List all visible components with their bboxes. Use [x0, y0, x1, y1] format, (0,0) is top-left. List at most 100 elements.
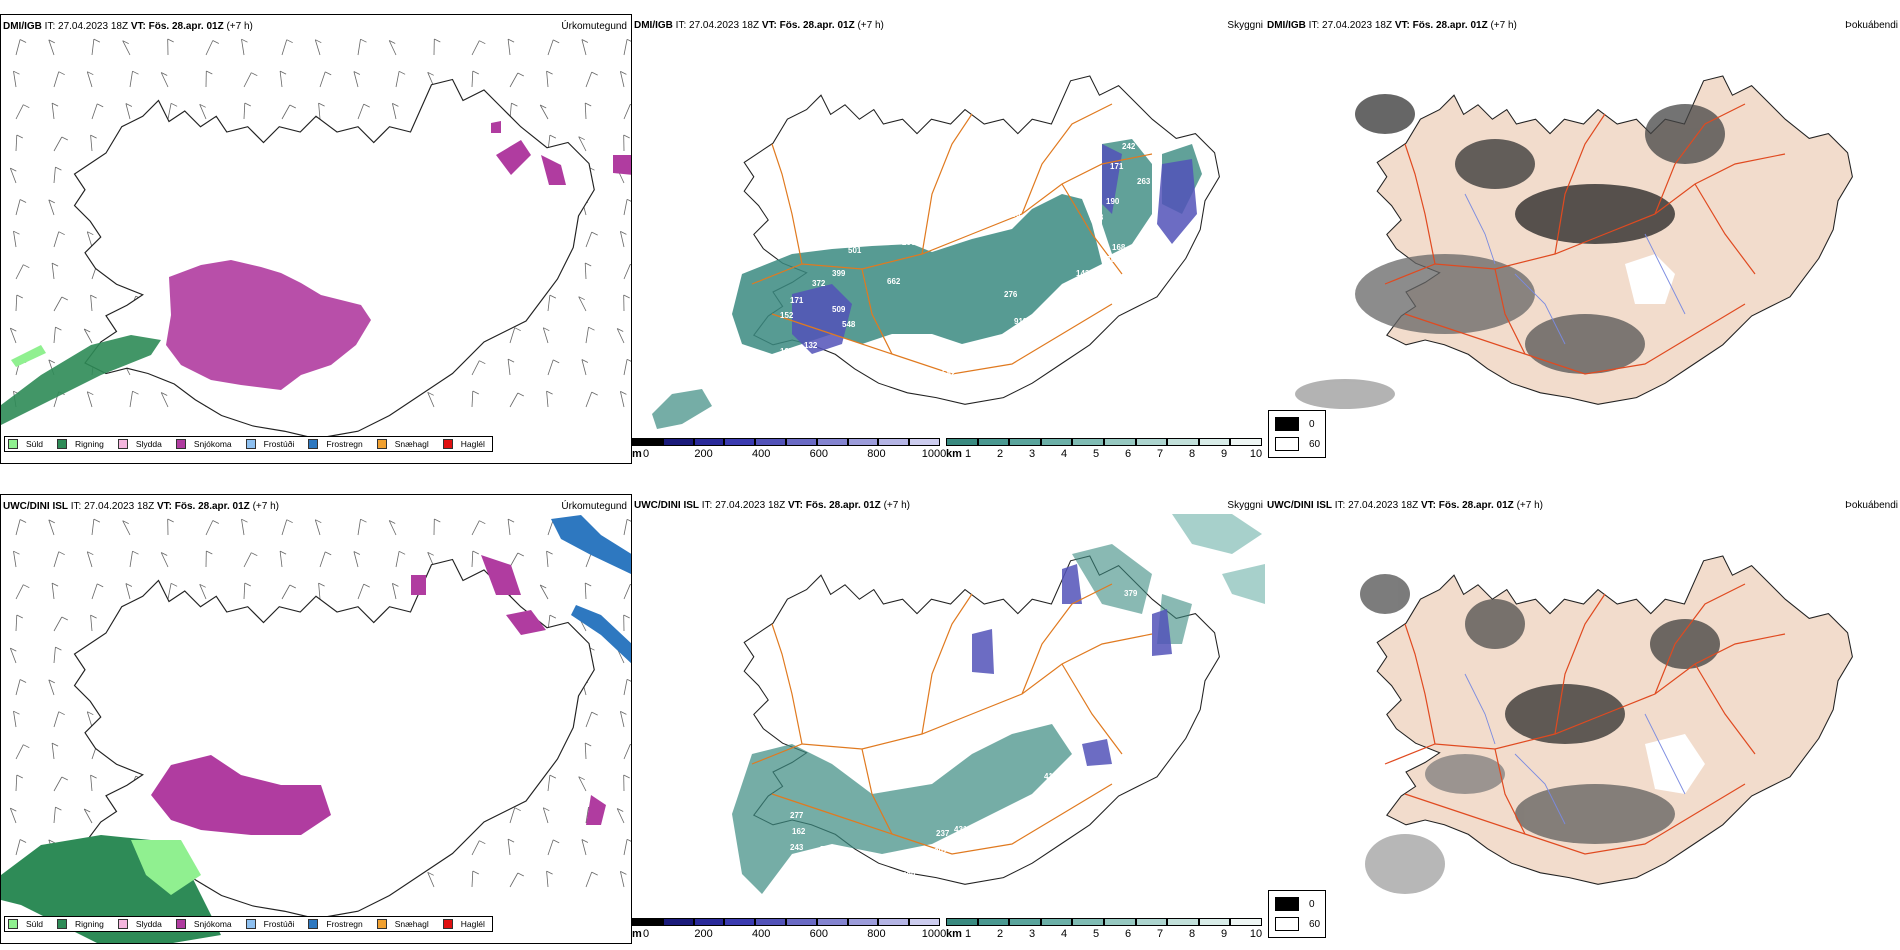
visibility-value-label: 409 — [977, 197, 991, 206]
legend-item: Snæhagl — [376, 439, 429, 449]
visibility-value-label: 662 — [887, 277, 901, 286]
colorbar-tick: 7 — [1156, 448, 1164, 460]
panel-title: UWC/DINI ISL IT: 27.04.2023 18Z VT: Fös.… — [3, 501, 279, 512]
colorbar-tick: 1000 — [921, 448, 947, 460]
visibility-value-label: 418 — [1044, 772, 1058, 781]
fog-map — [1360, 555, 1853, 894]
visibility-area-sw — [652, 389, 712, 429]
colorbar-segment — [755, 918, 786, 926]
cloud-legend-item: 0 — [1275, 897, 1315, 911]
visibility-panel-1: DMI/IGB IT: 27.04.2023 18Z VT: Fös. 28.a… — [632, 14, 1265, 464]
visibility-value-label: 548 — [842, 320, 856, 329]
visibility-value-label: 143 — [1076, 269, 1090, 278]
precip-map — [1, 515, 631, 943]
variable-name: Þokuábendi — [1845, 500, 1898, 511]
visibility-value-label: 190 — [1106, 197, 1120, 206]
white-area — [1645, 734, 1705, 794]
colorbar-unit: km — [946, 448, 962, 460]
cloud-legend-item: 60 — [1275, 437, 1320, 451]
panel-title: DMI/IGB IT: 27.04.2023 18Z VT: Fös. 28.a… — [3, 21, 253, 32]
visibility-value-label: 114 — [854, 224, 867, 233]
legend-item: Snjókoma — [175, 919, 232, 929]
visibility-value-label: 582 — [942, 369, 956, 378]
legend-swatch — [376, 919, 387, 929]
colorbar-segment — [1198, 438, 1231, 446]
colorbar-segment — [1040, 918, 1073, 926]
cloud-legend-1: 0 60 — [1268, 410, 1326, 458]
visibility-map: 379 394 524 418 246 54 277 162 243 50 410 150 793 490… — [732, 514, 1265, 908]
panel-title: DMI/IGB IT: 27.04.2023 18Z VT: Fös. 28.a… — [1267, 20, 1517, 31]
legend-item: Haglél — [442, 919, 485, 929]
visibility-value-label: 226 — [1074, 285, 1088, 294]
roads — [1384, 583, 1786, 855]
cloud-legend-2: 0 60 — [1268, 890, 1326, 938]
iceland-outline — [73, 78, 595, 440]
visibility-value-label: 127 — [780, 347, 794, 356]
colorbar-tick: 800 — [867, 928, 886, 940]
colorbar-tick: 1 — [964, 928, 972, 940]
colorbar-segment — [724, 438, 756, 446]
visibility-value-label: 320 — [942, 352, 956, 361]
cloud-legend-item: 0 — [1275, 417, 1315, 431]
legend-item: Frostregn — [308, 919, 363, 929]
precip-area-rain — [1, 335, 161, 425]
colorbar-segment — [1167, 438, 1199, 446]
legend-swatch — [175, 919, 186, 929]
visibility-value-label: 555 — [656, 385, 670, 394]
colorbar-segment — [662, 918, 694, 926]
colorbar-segment — [1135, 438, 1168, 446]
visibility-value-label: 524 — [1142, 687, 1156, 696]
colorbar-segment — [816, 438, 848, 446]
visibility-value-label: 300 — [1007, 210, 1021, 219]
visibility-value-label: 132 — [804, 341, 818, 350]
colorbar-tick: 800 — [867, 448, 886, 460]
visibility-value-label: 162 — [792, 827, 806, 836]
colorbar-segment — [977, 438, 1010, 446]
colorbar-tick: 10 — [1249, 448, 1263, 460]
colorbar-segment — [1198, 918, 1231, 926]
variable-name: Skyggni — [1227, 500, 1263, 511]
visibility-value-label: 150 — [782, 899, 796, 908]
precip-legend: Súld Rigning Slydda Snjókoma Frostúði Fr… — [4, 436, 493, 452]
precip-area-drizzle — [131, 840, 201, 895]
colorbar-tick: 5 — [1092, 928, 1100, 940]
colorbar-segment — [1104, 438, 1136, 446]
visibility-value-label: 171 — [790, 296, 804, 305]
legend-item: Súld — [8, 919, 43, 929]
fog-map — [1295, 75, 1853, 409]
colorbar-tick: 10 — [1249, 928, 1263, 940]
colorbar-tick: 6 — [1124, 448, 1132, 460]
visibility-value-label: 490 — [902, 871, 916, 880]
visibility-value-label: 501 — [848, 246, 862, 255]
precip-type-panel-2: UWC/DINI ISL IT: 27.04.2023 18Z VT: Fös.… — [0, 494, 632, 944]
roads — [751, 103, 1153, 375]
colorbar-meters: m 0 200 400 600 800 1000 — [632, 918, 946, 944]
colorbar-segment — [946, 438, 978, 446]
colorbar-segment — [662, 438, 694, 446]
colorbar-segment — [1072, 918, 1104, 926]
precip-area-freezing-rain — [551, 515, 631, 664]
legend-item: Frostregn — [308, 439, 363, 449]
roads — [751, 583, 1153, 855]
colorbar-unit: m — [632, 928, 642, 940]
precip-area-drizzle — [11, 345, 46, 367]
colorbar-tick: 400 — [752, 928, 771, 940]
colorbar-tick: 9 — [1220, 928, 1228, 940]
legend-swatch — [308, 919, 319, 929]
fog-index-shading — [1360, 574, 1720, 894]
legend-swatch — [57, 919, 68, 929]
colorbar-unit: m — [632, 448, 642, 460]
colorbar-segment — [816, 918, 848, 926]
visibility-value-label: 431 — [954, 825, 968, 834]
legend-item: Frostúði — [245, 919, 294, 929]
colorbar-segment — [755, 438, 786, 446]
legend-swatch — [117, 919, 128, 929]
visibility-area-south — [732, 724, 1072, 894]
colorbar-tick: 5 — [1092, 448, 1100, 460]
colorbar-tick: 6 — [1124, 928, 1132, 940]
colorbar-tick: 0 — [642, 448, 650, 460]
legend-swatch — [117, 439, 128, 449]
legend-item: Slydda — [117, 439, 162, 449]
colorbar-tick: 600 — [809, 928, 828, 940]
